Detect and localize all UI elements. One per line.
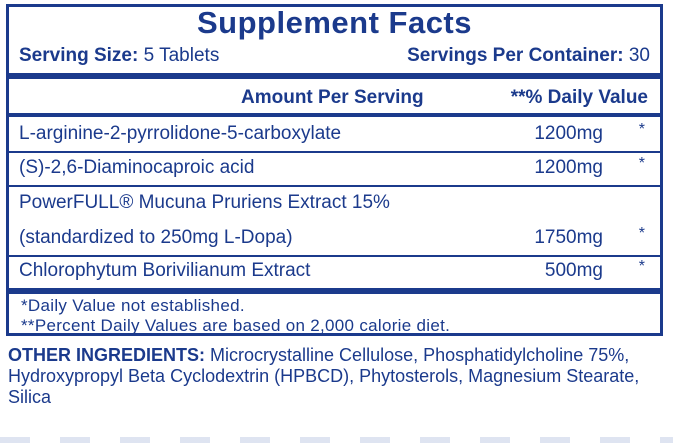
supplement-facts-panel: Supplement Facts Serving Size: 5 Tablets… <box>6 4 663 336</box>
column-header: Amount Per Serving **% Daily Value <box>9 82 660 112</box>
ingredient-name-line2: (standardized to 250mg L-Dopa) <box>19 227 293 248</box>
serving-size-value: 5 Tablets <box>143 45 220 66</box>
serving-size: Serving Size: 5 Tablets <box>19 45 219 67</box>
ingredient-name: Chlorophytum Borivilianum Extract <box>19 260 311 281</box>
footnote: **Percent Daily Values are based on 2,00… <box>21 316 451 335</box>
ingredient-dv: * <box>638 121 645 138</box>
servings-per-container-label: Servings Per Container: <box>407 45 624 66</box>
serving-size-label: Serving Size: <box>19 45 139 66</box>
ingredient-dv: * <box>638 258 645 275</box>
divider-row <box>9 255 660 257</box>
ingredient-dv: * <box>638 155 645 172</box>
panel-title: Supplement Facts <box>197 5 472 40</box>
footnote: *Daily Value not established. <box>21 296 245 315</box>
ingredient-amount: 500mg <box>544 260 603 281</box>
ingredient-dv: * <box>638 225 645 242</box>
ingredient-amount: 1200mg <box>534 157 603 178</box>
divider-header <box>9 113 660 117</box>
divider-thick <box>9 288 660 294</box>
servings-per-container: Servings Per Container: 30 <box>407 45 650 67</box>
ingredient-name: PowerFULL® Mucuna Pruriens Extract 15% <box>19 192 390 213</box>
divider-row <box>9 185 660 187</box>
other-ingredients-text: Microcrystalline Cellulose, Phosphatidyl… <box>8 345 640 407</box>
amount-per-serving-header: Amount Per Serving <box>241 87 424 108</box>
divider-row <box>9 151 660 153</box>
cut-edge-decoration <box>0 437 673 443</box>
divider-thick <box>9 73 660 79</box>
other-ingredients-label: OTHER INGREDIENTS: <box>8 345 206 365</box>
serving-info: Serving Size: 5 Tablets Servings Per Con… <box>19 45 650 71</box>
other-ingredients: OTHER INGREDIENTS: Microcrystalline Cell… <box>8 345 658 408</box>
servings-per-container-value: 30 <box>628 45 650 66</box>
ingredient-amount: 1200mg <box>534 123 603 144</box>
ingredient-name: L-arginine-2-pyrrolidone-5-carboxylate <box>19 123 342 144</box>
ingredient-amount: 1750mg <box>534 227 603 248</box>
ingredient-name: (S)-2,6-Diaminocaproic acid <box>19 157 255 178</box>
daily-value-header: **% Daily Value <box>510 87 648 108</box>
